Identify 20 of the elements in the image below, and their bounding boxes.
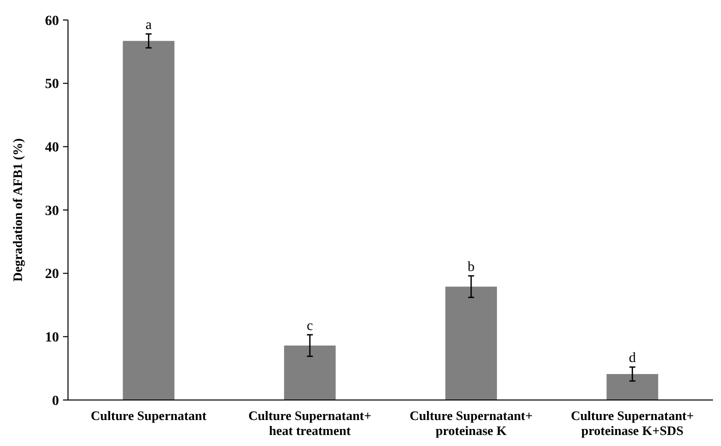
annotation: a <box>146 18 153 33</box>
annotation: d <box>628 351 636 366</box>
y-tick-label: 50 <box>45 77 59 92</box>
y-tick-label: 10 <box>45 330 59 346</box>
y-tick-label: 0 <box>52 394 59 409</box>
y-tick-label: 30 <box>45 204 59 219</box>
bar <box>284 346 336 400</box>
y-tick-label: 20 <box>45 267 59 282</box>
annotation: b <box>468 260 475 275</box>
y-tick-label: 60 <box>45 14 59 29</box>
bar <box>122 40 174 400</box>
y-tick-label: 40 <box>45 140 59 156</box>
x-tick-label: Culture Supernatant+ proteinase K <box>410 408 533 438</box>
y-axis-title: Degradation of AFB1 (%) <box>10 138 25 282</box>
bar <box>445 286 497 400</box>
annotation: c <box>306 318 313 334</box>
x-tick-label: Culture Supernatant+ proteinase K+SDS <box>570 408 694 438</box>
bar <box>606 374 658 400</box>
x-tick-label: Culture Supernatant <box>90 408 208 423</box>
x-tick-label: Culture Supernatant+ heat treatment <box>248 408 372 438</box>
